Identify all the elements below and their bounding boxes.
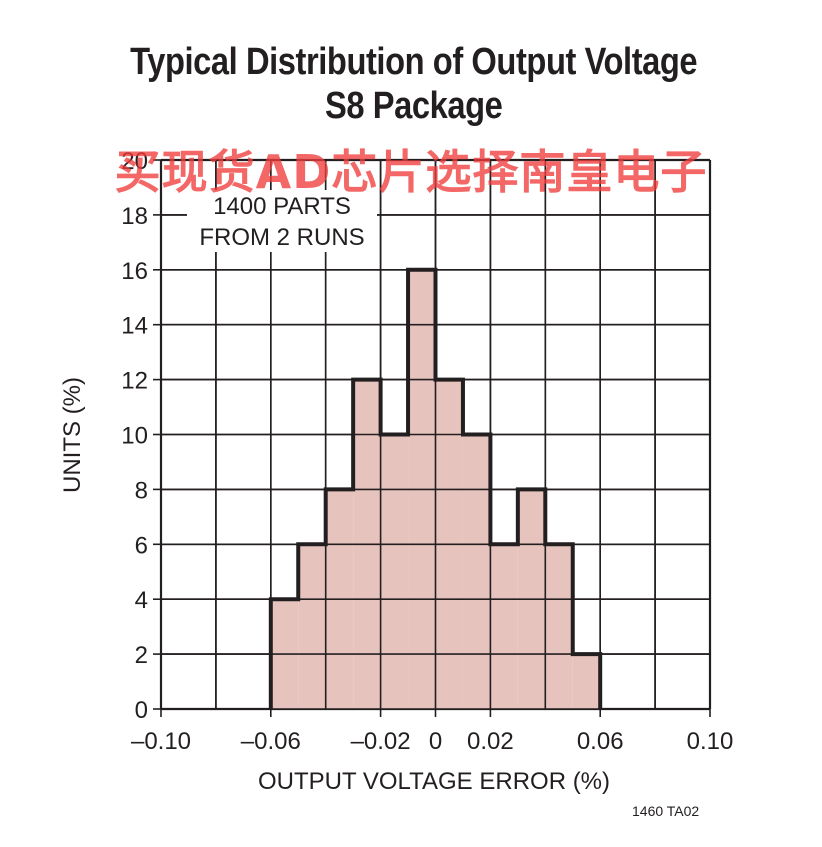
y-tick-label: 16 — [121, 258, 148, 285]
x-tick-label: 0.06 — [577, 728, 624, 755]
histogram-bars — [161, 159, 710, 710]
annotation-background — [187, 190, 377, 252]
y-tick-label: 18 — [121, 203, 148, 230]
y-tick-label: 14 — [121, 313, 148, 340]
y-tick-label: 20 — [121, 148, 148, 175]
x-tick-label: 0 — [429, 728, 442, 755]
y-tick-label: 4 — [135, 587, 148, 614]
annotation-line: 1400 PARTS — [213, 193, 351, 220]
histogram-bar — [490, 544, 518, 709]
x-tick-label: –0.02 — [351, 728, 411, 755]
histogram-bar — [572, 654, 601, 709]
y-tick-label: 0 — [135, 697, 148, 724]
annotation-line: FROM 2 RUNS — [199, 224, 364, 251]
figure-code: 1460 TA02 — [632, 803, 700, 819]
chart-title-line-2: S8 Package — [324, 85, 503, 127]
y-tick-label: 8 — [135, 477, 148, 504]
histogram-bar — [545, 544, 573, 709]
x-axis-label: OUTPUT VOLTAGE ERROR (%) — [258, 768, 610, 795]
y-axis-label: UNITS (%) — [59, 377, 86, 493]
x-tick-label: –0.06 — [241, 728, 301, 755]
x-tick-label: –0.10 — [131, 728, 191, 755]
histogram-outline — [268, 267, 603, 709]
x-tick-label: 0.10 — [687, 728, 734, 755]
chart-title: Typical Distribution of Output Voltage S… — [60, 40, 767, 128]
x-tick-label: 0.02 — [467, 728, 514, 755]
x-tick-labels: –0.10 –0.06 –0.02 0 0.02 0.06 0.10 — [131, 728, 733, 755]
y-tick-label: 6 — [135, 532, 148, 559]
chart-title-line-1: Typical Distribution of Output Voltage — [130, 41, 698, 83]
y-tick-labels: 0 2 4 6 8 10 12 14 16 18 20 — [121, 148, 148, 724]
y-tick-label: 2 — [135, 642, 148, 669]
histogram-bar — [462, 434, 491, 709]
histogram-bar — [298, 544, 326, 709]
y-tick-label: 10 — [121, 423, 148, 450]
y-tick-label: 12 — [121, 368, 148, 395]
annotation: 1400 PARTS FROM 2 RUNS — [199, 193, 364, 251]
histogram-bar — [380, 434, 409, 709]
